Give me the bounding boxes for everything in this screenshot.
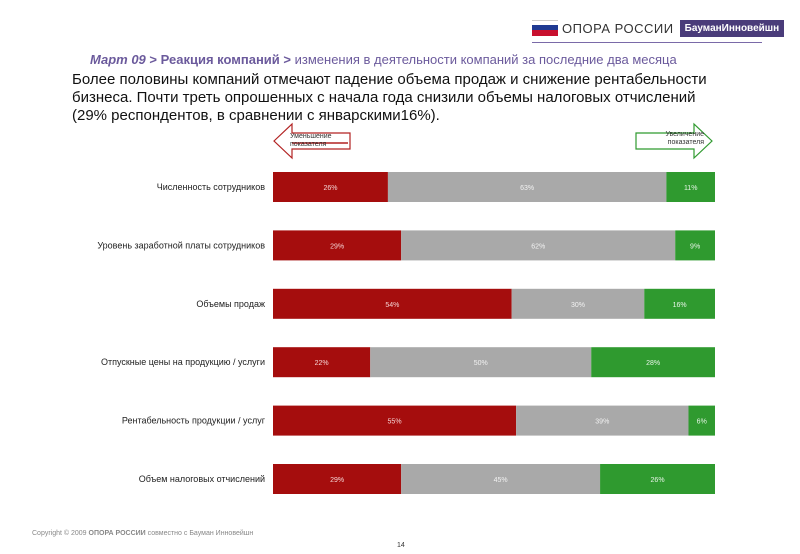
data-label: 29% [330,477,344,484]
bar-segment [666,172,715,202]
data-label: 11% [684,185,698,192]
bar-segment [688,405,715,436]
bar-segment [273,405,517,436]
breadcrumb-section: Реакция компаний [160,52,280,67]
category-label: Численность сотрудников [157,182,265,192]
data-label: 54% [385,302,399,309]
bar-segment [591,347,715,378]
breadcrumb-separator: > [283,52,291,67]
breadcrumb-separator: > [149,52,158,67]
bar-segment [600,464,715,494]
category-label: Отпускные цены на продукцию / услуги [101,357,265,367]
bar-segment [644,288,715,319]
page-number: 14 [397,542,405,549]
bar-segment [273,347,371,378]
category-label: Объем налоговых отчислений [139,474,265,484]
bar-segment [511,288,645,319]
data-label: 6% [697,419,707,426]
data-label: 55% [388,419,402,426]
bar-segment [401,464,601,494]
data-label: 16% [673,302,687,309]
bar-segment [387,172,667,202]
data-label: 26% [651,477,665,484]
data-label: 22% [315,360,329,367]
breadcrumb-date: Март 09 [90,52,146,67]
data-label: 9% [690,243,700,250]
category-label: Объемы продаж [196,299,265,309]
footer: Copyright © 2009 ОПОРА РОССИИ совместно … [32,530,253,537]
data-label: 29% [330,243,344,250]
category-label: Рентабельность продукции / услуг [122,416,266,426]
flag-icon [532,20,558,36]
bar-segment [516,405,689,436]
logo: ОПОРА РОССИИ БауманИнновейшн [532,18,785,38]
bar-segment [370,347,592,378]
bar-segment [273,464,402,494]
bar-segment [273,288,512,319]
breadcrumb: Март 09 > Реакция компаний > изменения в… [90,52,677,67]
logo-partner: БауманИнновейшн [679,19,785,37]
breadcrumb-topic: изменения в деятельности компаний за пос… [294,52,677,67]
data-label: 39% [595,419,609,426]
bar-segment [675,230,715,261]
data-label: 62% [531,243,545,250]
footer-copyright: Copyright © 2009 [32,530,87,537]
data-label: 63% [520,185,534,192]
data-label: 30% [571,302,585,309]
legend-increase-label: Увеличение показателя [665,131,704,146]
page-title: Более половины компаний отмечают падение… [72,71,707,124]
bar-segment [273,172,388,202]
bar-segment [273,230,402,261]
data-label: 50% [474,360,488,367]
bar-segment [401,230,676,261]
data-label: 28% [646,360,660,367]
footer-rest: совместно с Бауман Инновейшн [147,530,254,537]
data-label: 45% [494,477,508,484]
logo-brand: ОПОРА РОССИИ [562,20,674,36]
footer-org: ОПОРА РОССИИ [88,530,146,537]
header-divider [532,42,762,43]
category-label: Уровень заработной платы сотрудников [97,240,265,250]
legend-decrease-label: Уменьшение показателя [290,133,332,148]
data-label: 26% [323,185,337,192]
